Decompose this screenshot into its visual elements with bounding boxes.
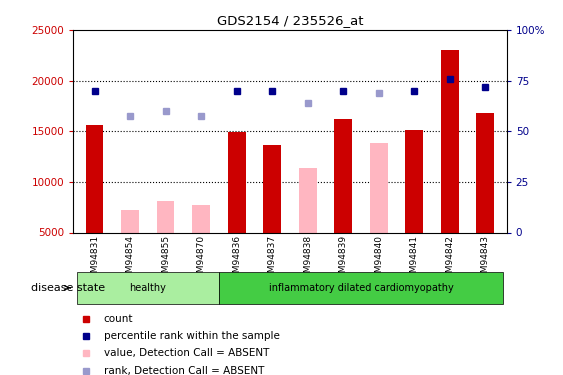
Bar — [370, 143, 388, 232]
Bar — [192, 205, 210, 232]
Title: GDS2154 / 235526_at: GDS2154 / 235526_at — [217, 15, 363, 27]
Bar — [299, 168, 316, 232]
Bar — [334, 119, 352, 232]
Bar — [228, 132, 245, 232]
Bar — [77, 272, 219, 304]
Text: value, Detection Call = ABSENT: value, Detection Call = ABSENT — [104, 348, 269, 358]
Bar — [476, 113, 494, 232]
Bar — [405, 130, 423, 232]
Text: percentile rank within the sample: percentile rank within the sample — [104, 331, 279, 341]
Text: count: count — [104, 314, 133, 324]
Bar — [86, 125, 104, 232]
Bar — [219, 272, 503, 304]
Text: disease state: disease state — [30, 283, 105, 293]
Bar — [157, 201, 175, 232]
Text: rank, Detection Call = ABSENT: rank, Detection Call = ABSENT — [104, 366, 264, 375]
Text: healthy: healthy — [129, 283, 166, 293]
Text: inflammatory dilated cardiomyopathy: inflammatory dilated cardiomyopathy — [269, 283, 453, 293]
Bar — [441, 50, 459, 232]
Bar — [121, 210, 139, 232]
Bar — [263, 146, 281, 232]
